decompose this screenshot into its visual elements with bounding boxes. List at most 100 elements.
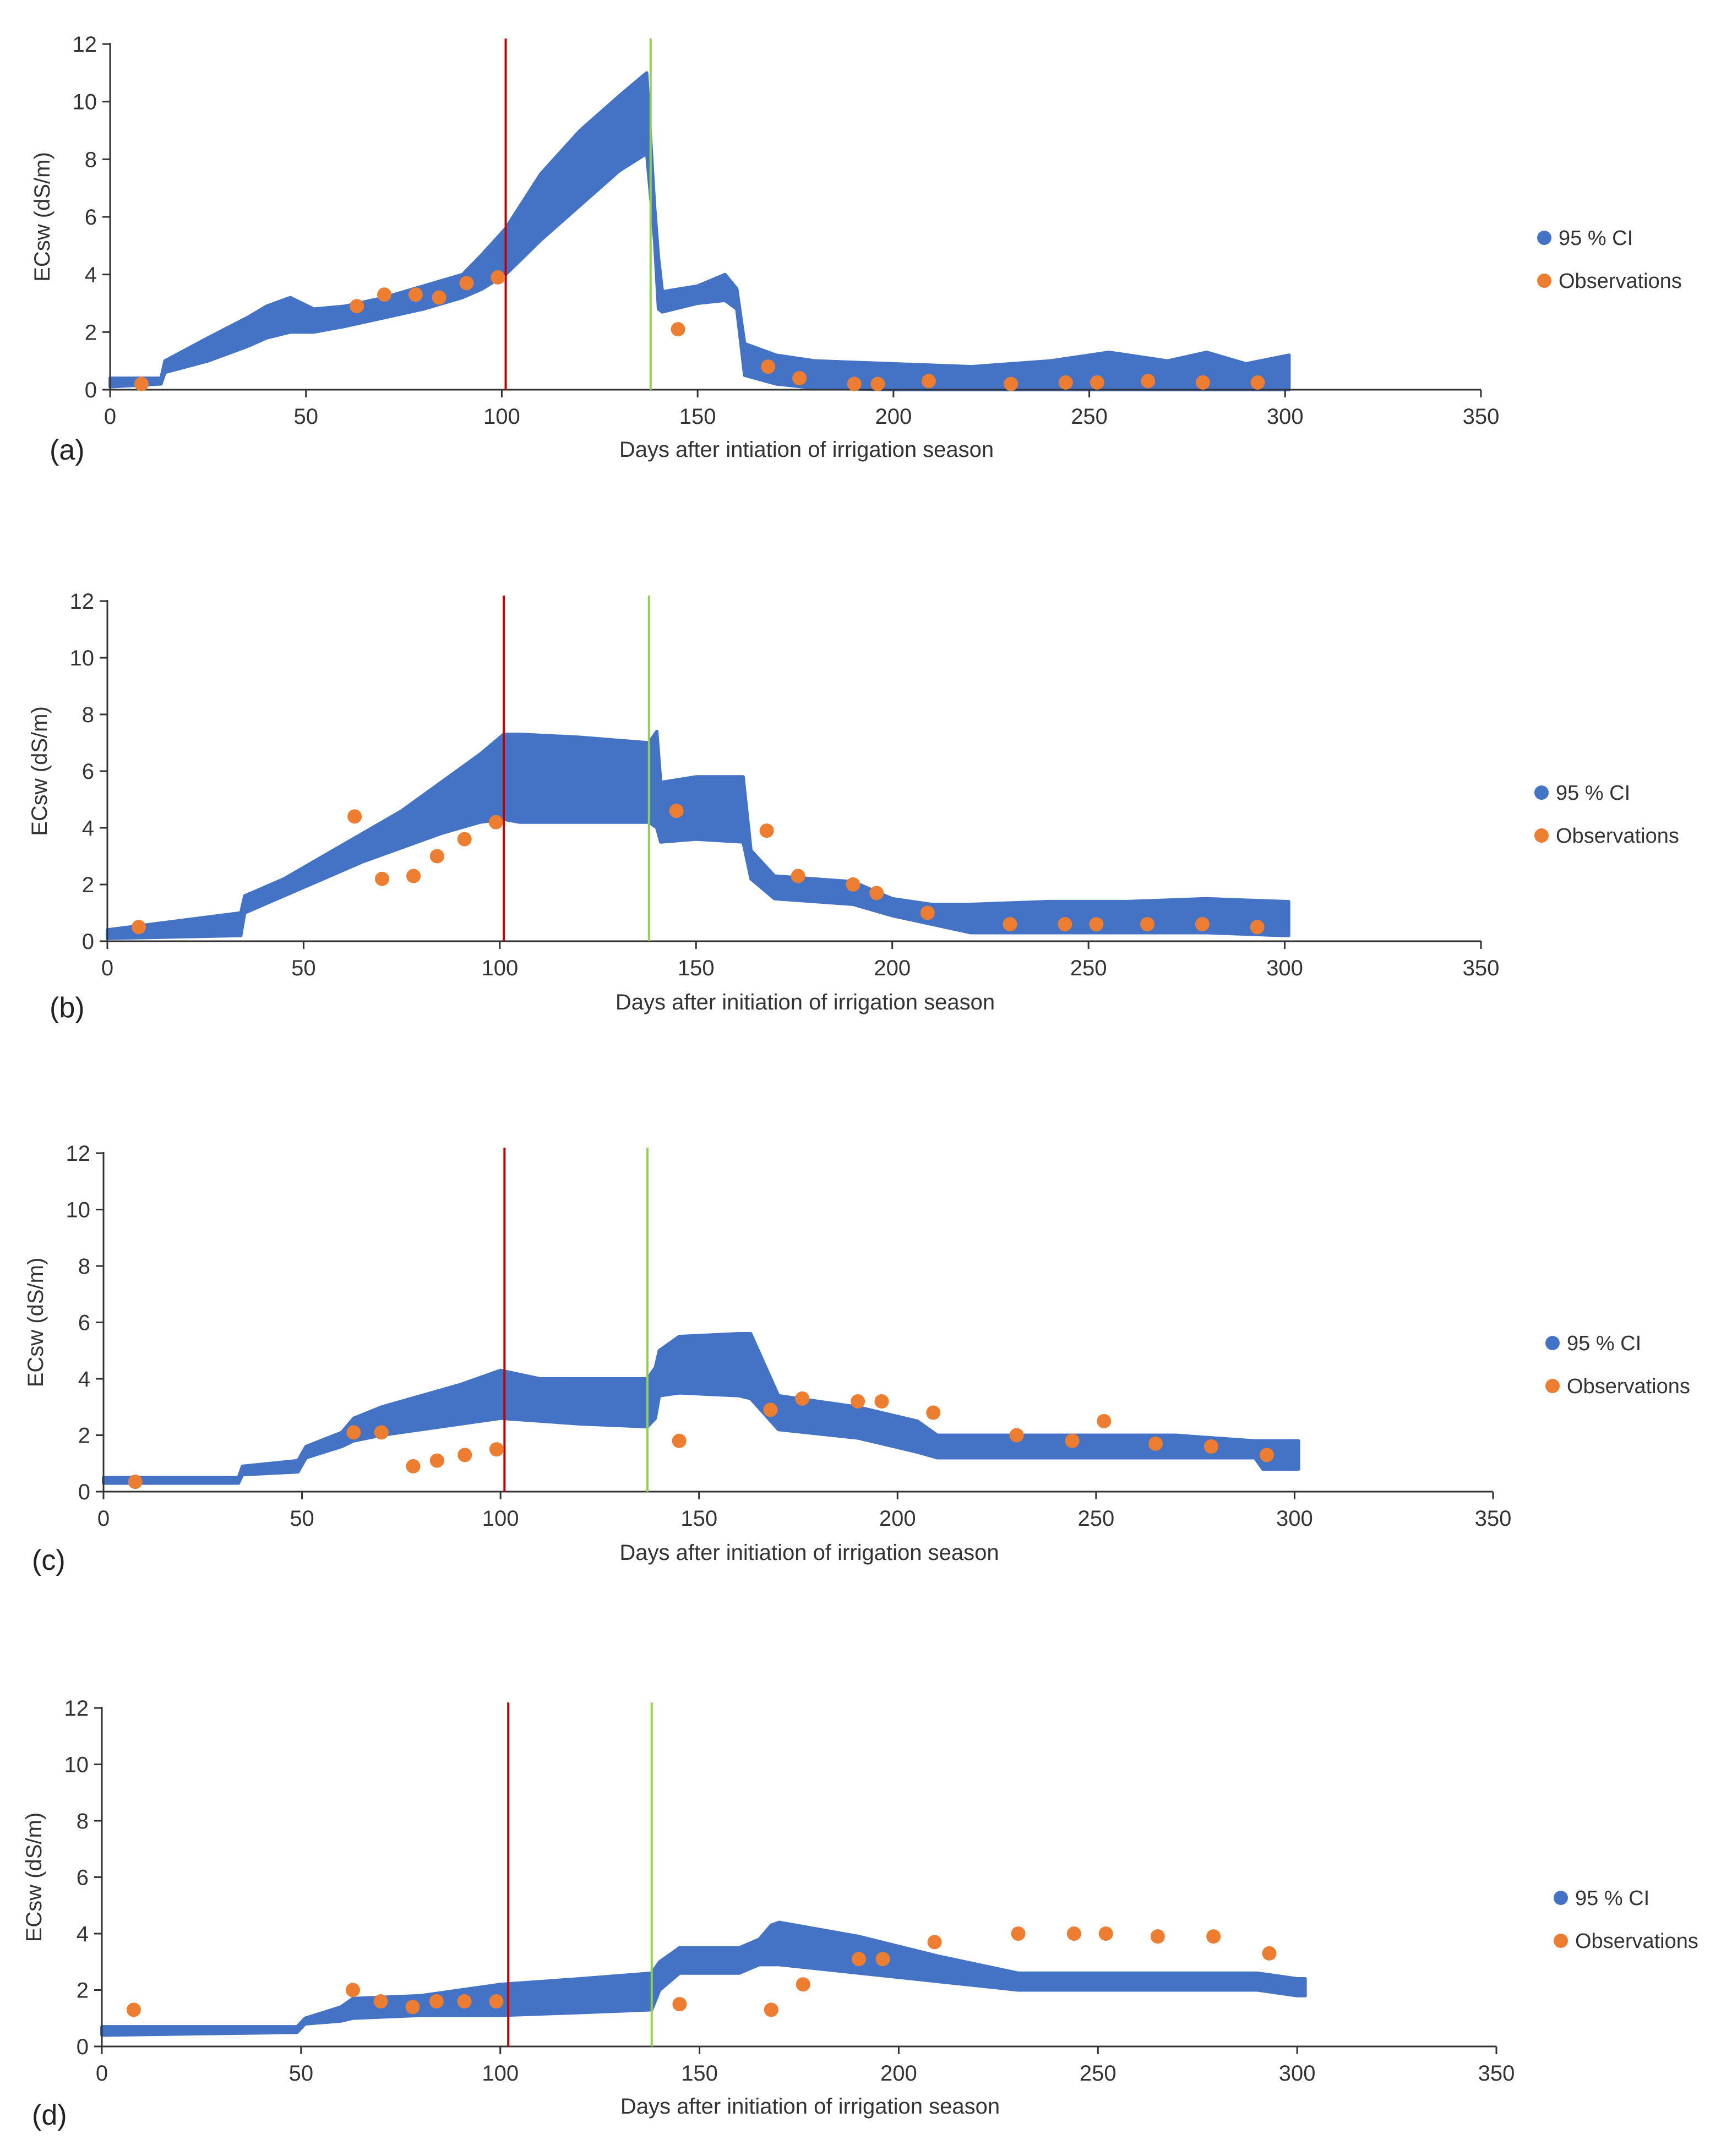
observation-point — [763, 1402, 778, 1417]
observation-point — [429, 1994, 444, 2008]
x-tick-label: 50 — [293, 405, 318, 429]
observation-point — [432, 290, 446, 305]
legend: 95 % CI Observations — [1554, 1887, 1698, 1953]
observation-point — [847, 376, 862, 391]
observation-point — [1250, 375, 1265, 390]
observation-point — [870, 376, 885, 391]
y-tick-label: 0 — [85, 378, 97, 402]
y-tick-label: 6 — [85, 205, 97, 230]
x-tick-label: 0 — [96, 2061, 108, 2086]
observation-point — [1148, 1436, 1163, 1451]
ci-band — [108, 71, 1291, 391]
observation-point — [373, 1994, 388, 2008]
chart-panel-d: 0 2 4 6 8 10 12 0 50 100 150 200 250 300 350 ECsw (dS/m… — [22, 1696, 1698, 2131]
x-tick-label: 350 — [1463, 405, 1500, 429]
y-tick-label: 8 — [77, 1809, 89, 1833]
observation-point — [489, 1442, 504, 1457]
observation-point — [458, 1448, 472, 1462]
legend: 95 % CI Observations — [1537, 227, 1682, 293]
y-tick-label: 2 — [77, 1979, 89, 2003]
x-tick-label: 150 — [679, 405, 716, 429]
observation-point — [792, 371, 807, 386]
x-tick-label: 200 — [880, 2061, 917, 2086]
observation-point — [429, 849, 444, 864]
observation-point — [1097, 1413, 1112, 1428]
observation-point — [795, 1391, 810, 1406]
observation-point — [671, 322, 685, 337]
x-tick-label: 150 — [678, 956, 715, 980]
legend: 95 % CI Observations — [1534, 782, 1679, 848]
y-tick-label: 0 — [82, 930, 94, 954]
x-tick-label: 0 — [104, 405, 116, 429]
observation-point — [1259, 1448, 1274, 1462]
observation-point — [345, 1983, 360, 1997]
y-tick-label: 10 — [64, 1753, 89, 1777]
x-tick-label: 300 — [1267, 405, 1304, 429]
x-tick-label: 300 — [1279, 2061, 1316, 2086]
observation-point — [406, 869, 421, 883]
observation-point — [672, 1997, 687, 2012]
observation-point — [1250, 920, 1265, 935]
observation-point — [132, 920, 146, 935]
x-tick-label: 200 — [874, 956, 911, 980]
observation-point — [347, 809, 362, 824]
chart-panel-c: 0 2 4 6 8 10 12 0 50 100 150 200 250 300 350 ECsw (dS/m… — [24, 1142, 1690, 1576]
observation-point — [128, 1475, 143, 1489]
y-tick-label: 4 — [77, 1922, 89, 1946]
ci-band — [100, 1920, 1307, 2037]
legend-obs-swatch — [1537, 274, 1551, 288]
x-tick-label: 250 — [1070, 956, 1107, 980]
panel-label: (c) — [32, 1544, 66, 1576]
observation-point — [1195, 375, 1210, 390]
observation-point — [1195, 917, 1210, 932]
x-tick-label: 100 — [481, 956, 518, 980]
x-tick-label: 250 — [1071, 405, 1108, 429]
legend-ci-label: 95 % CI — [1559, 227, 1633, 250]
observation-point — [1262, 1946, 1277, 1961]
y-axis-label: ECsw (dS/m) — [22, 1813, 46, 1942]
legend-ci-label: 95 % CI — [1575, 1887, 1649, 1910]
observation-point — [852, 1952, 867, 1967]
observation-point — [1011, 1926, 1026, 1941]
observation-point — [1140, 917, 1155, 932]
y-tick-label: 2 — [82, 873, 94, 897]
observation-point — [408, 287, 423, 302]
legend-ci-label: 95 % CI — [1556, 782, 1630, 805]
observation-point — [489, 1994, 504, 2008]
observation-point — [126, 2002, 141, 2017]
x-tick-label: 50 — [291, 956, 316, 980]
observation-point — [1098, 1926, 1113, 1941]
observation-point — [1003, 917, 1017, 932]
legend-obs-swatch — [1554, 1934, 1568, 1948]
observation-point — [1058, 917, 1072, 932]
x-tick-label: 100 — [482, 2061, 519, 2086]
y-tick-label: 10 — [70, 646, 95, 670]
y-tick-label: 12 — [66, 1142, 91, 1166]
y-tick-label: 6 — [77, 1866, 89, 1890]
observation-point — [920, 905, 935, 920]
y-tick-label: 4 — [78, 1367, 90, 1391]
observation-point — [457, 1994, 472, 2008]
chart-panel-a: 0 2 4 6 8 10 12 0 50 100 150 200 250 300 350 ECsw (dS/m… — [30, 32, 1682, 466]
observation-point — [377, 287, 391, 302]
y-tick-label: 4 — [85, 263, 97, 287]
observation-point — [764, 2002, 778, 2017]
y-tick-label: 8 — [85, 148, 97, 172]
observation-point — [1203, 1439, 1218, 1454]
x-axis-label: Days after initiation of irrigation seas… — [619, 1541, 999, 1565]
observation-point — [488, 815, 503, 829]
observation-point — [1089, 917, 1104, 932]
observation-point — [851, 1394, 865, 1409]
x-tick-label: 250 — [1077, 1507, 1114, 1531]
x-tick-label: 350 — [1475, 1507, 1512, 1531]
x-tick-label: 300 — [1266, 956, 1303, 980]
observation-point — [874, 1394, 889, 1409]
observation-point — [459, 276, 474, 291]
legend-ci-swatch — [1537, 231, 1551, 245]
observation-point — [406, 1459, 421, 1473]
observation-point — [134, 376, 149, 391]
observation-point — [1065, 1433, 1080, 1448]
observation-point — [374, 1425, 389, 1440]
legend-ci-label: 95 % CI — [1567, 1332, 1641, 1355]
y-tick-label: 6 — [82, 760, 94, 784]
